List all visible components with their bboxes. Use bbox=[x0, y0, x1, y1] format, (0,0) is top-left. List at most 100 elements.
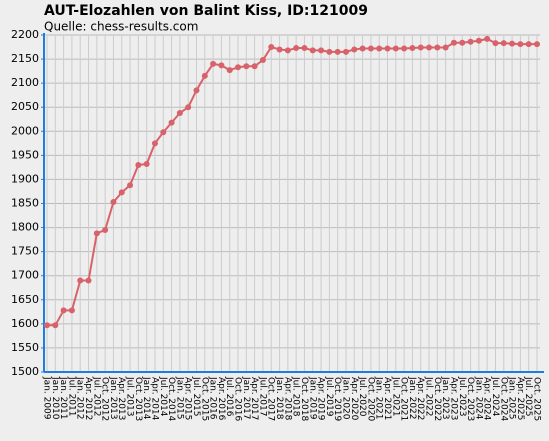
x-tick-label: Jan. 2025 bbox=[507, 376, 517, 420]
point bbox=[376, 45, 383, 52]
point bbox=[93, 230, 100, 237]
x-tick-label: Jan. 2022 bbox=[407, 376, 417, 420]
x-tick-label: Jan. 2012 bbox=[75, 376, 85, 420]
point bbox=[60, 307, 67, 314]
point bbox=[450, 39, 457, 46]
x-tick-label: Jan. 2024 bbox=[473, 376, 483, 420]
x-tick-label: Apr. 2018 bbox=[282, 377, 292, 421]
point bbox=[135, 161, 142, 168]
point bbox=[326, 48, 333, 55]
point bbox=[334, 48, 341, 55]
point bbox=[68, 307, 75, 314]
y-tick-label: 2100 bbox=[11, 76, 39, 89]
x-tick-label: Oct. 2016 bbox=[233, 377, 243, 421]
point bbox=[160, 129, 167, 136]
x-tick-label: Oct. 2021 bbox=[399, 377, 409, 421]
x-tick-label: Oct. 2022 bbox=[432, 377, 442, 421]
x-tick-label: Jan. 2020 bbox=[340, 376, 350, 420]
y-tick-label: 1700 bbox=[11, 269, 39, 282]
x-tick-label: Oct. 2015 bbox=[199, 377, 209, 421]
x-tick-label: Oct. 2020 bbox=[365, 377, 375, 421]
chart-subtitle: Quelle: chess-results.com bbox=[44, 20, 198, 34]
y-tick-label: 1800 bbox=[11, 221, 39, 234]
x-tick-label: Jul. 2015 bbox=[191, 376, 201, 417]
x-tick-label: Jul. 2021 bbox=[390, 376, 400, 417]
point bbox=[342, 48, 349, 55]
x-tick-label: Oct. 2014 bbox=[166, 377, 176, 421]
point bbox=[318, 47, 325, 54]
x-tick-label: Apr. 2015 bbox=[183, 377, 193, 420]
x-tick-label: Jan. 2011 bbox=[58, 376, 68, 420]
point bbox=[210, 60, 217, 67]
point bbox=[185, 104, 192, 111]
point bbox=[309, 47, 316, 54]
y-tick-label: 1950 bbox=[11, 148, 39, 161]
x-tick-label: Oct. 2012 bbox=[100, 377, 110, 421]
x-tick-label: Apr. 2020 bbox=[349, 377, 359, 421]
point bbox=[384, 45, 391, 52]
point bbox=[102, 226, 109, 233]
x-tick-label: Apr. 2016 bbox=[216, 377, 226, 421]
x-tick-label: Oct. 2023 bbox=[465, 377, 475, 421]
point bbox=[392, 45, 399, 52]
x-tick-label: Oct. 2018 bbox=[299, 377, 309, 421]
point bbox=[259, 57, 266, 64]
x-tick-label: Apr. 2017 bbox=[249, 377, 259, 420]
x-tick-label: Jul. 2016 bbox=[224, 376, 234, 417]
x-tick-label: Oct. 2013 bbox=[133, 377, 143, 421]
point bbox=[193, 87, 200, 94]
y-tick-label: 2150 bbox=[11, 52, 39, 65]
point bbox=[409, 44, 416, 51]
x-tick-label: Apr. 2021 bbox=[382, 377, 392, 420]
point bbox=[442, 44, 449, 51]
x-tick-label: Apr. 2012 bbox=[83, 377, 93, 420]
point bbox=[127, 182, 134, 189]
y-tick-label: 1500 bbox=[11, 365, 39, 378]
x-tick-label: Jan. 2019 bbox=[307, 376, 317, 420]
point bbox=[475, 37, 482, 44]
y-tick-label: 1550 bbox=[11, 341, 39, 354]
x-tick-label: Jul. 2024 bbox=[490, 376, 500, 417]
point bbox=[118, 189, 125, 196]
x-tick-label: Jul. 2020 bbox=[357, 376, 367, 417]
x-tick-label: Apr. 2024 bbox=[482, 377, 492, 421]
x-tick-label: Jan. 2015 bbox=[174, 376, 184, 420]
point bbox=[534, 41, 540, 48]
y-tick-label: 1750 bbox=[11, 245, 39, 258]
point bbox=[251, 63, 258, 70]
x-tick-label: Jul. 2017 bbox=[257, 376, 267, 417]
x-tick-label: Apr. 2025 bbox=[515, 377, 525, 420]
point bbox=[467, 38, 474, 45]
y-tick-label: 1650 bbox=[11, 293, 39, 306]
point bbox=[44, 322, 50, 329]
point bbox=[243, 63, 250, 70]
x-tick-label: Apr. 2013 bbox=[116, 377, 126, 420]
point bbox=[417, 44, 424, 51]
x-tick-label: Oct. 2025 bbox=[532, 377, 542, 421]
x-tick-label: Jan. 2023 bbox=[440, 376, 450, 420]
x-tick-label: Jan. 2010 bbox=[50, 376, 60, 420]
point bbox=[218, 62, 225, 69]
y-tick-label: 2200 bbox=[11, 28, 39, 41]
point bbox=[401, 45, 408, 52]
point bbox=[517, 41, 524, 48]
point bbox=[276, 46, 283, 53]
x-tick-label: Jan. 2009 bbox=[42, 376, 52, 420]
point bbox=[110, 199, 117, 206]
point bbox=[268, 44, 275, 51]
x-tick-label: Jul. 2025 bbox=[523, 376, 533, 417]
x-tick-label: Oct. 2017 bbox=[266, 377, 276, 421]
point bbox=[351, 46, 358, 53]
y-tick-label: 1850 bbox=[11, 197, 39, 210]
x-tick-label: Apr. 2023 bbox=[448, 377, 458, 420]
x-tick-label: Oct. 2019 bbox=[332, 377, 342, 421]
point bbox=[359, 45, 366, 52]
point bbox=[434, 44, 441, 51]
x-tick-label: Jan. 2018 bbox=[274, 376, 284, 420]
x-tick-label: Jan. 2014 bbox=[141, 376, 151, 420]
x-tick-label: Jul. 2012 bbox=[91, 376, 101, 417]
point bbox=[235, 64, 242, 71]
point bbox=[367, 45, 374, 52]
y-tick-label: 1600 bbox=[11, 317, 39, 330]
